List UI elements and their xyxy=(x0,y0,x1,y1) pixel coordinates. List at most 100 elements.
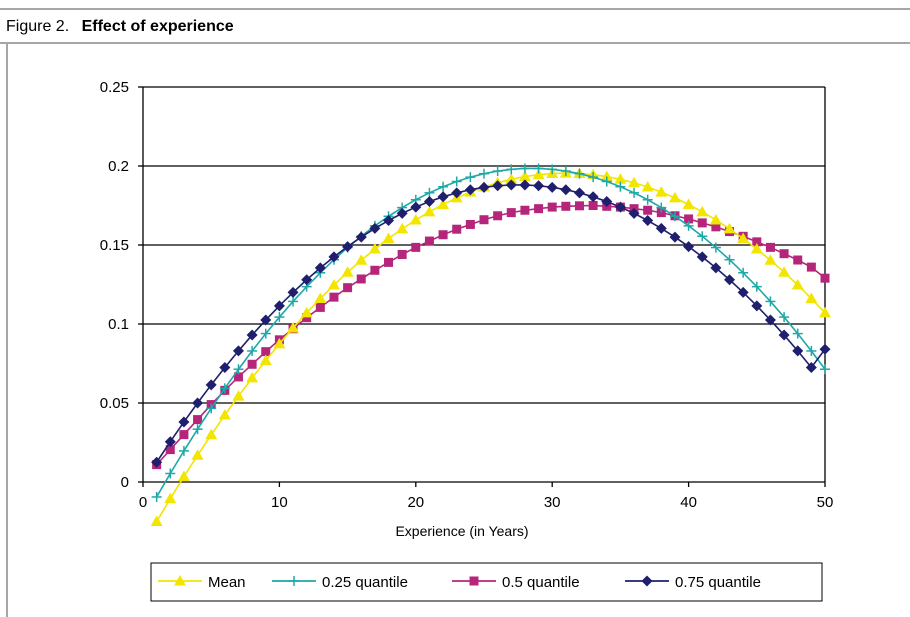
data-point xyxy=(820,273,830,283)
data-point xyxy=(273,337,286,349)
y-tick-label: 0.1 xyxy=(108,316,129,333)
data-point xyxy=(179,430,189,440)
data-point xyxy=(164,436,176,448)
data-point xyxy=(518,170,531,182)
figure-heading: Figure 2. Effect of experience xyxy=(6,18,234,36)
legend-box xyxy=(150,562,823,602)
data-point xyxy=(710,262,722,274)
data-point xyxy=(465,172,476,183)
plot-area xyxy=(143,87,825,482)
x-tick-label: 20 xyxy=(407,494,424,511)
data-point xyxy=(546,181,558,193)
tick-labels: 0 10 20 30 40 50 0 0.05 0.1 0.15 0.2 0.25 xyxy=(100,79,834,511)
legend-label: Mean xyxy=(208,574,246,591)
data-point xyxy=(150,515,163,526)
data-point xyxy=(778,266,791,277)
data-point xyxy=(819,306,831,318)
data-point xyxy=(560,184,572,196)
data-point xyxy=(178,445,189,456)
data-point xyxy=(178,416,190,428)
data-point xyxy=(177,470,190,482)
data-point xyxy=(765,296,776,307)
y-tick-label: 0.2 xyxy=(108,158,129,175)
data-point xyxy=(519,179,531,191)
data-point xyxy=(260,314,272,326)
data-point xyxy=(792,328,803,339)
legend: Mean 0.25 quantile 0.5 quantile 0.75 quanti… xyxy=(150,562,823,602)
data-point xyxy=(355,254,368,265)
data-point xyxy=(246,371,259,383)
data-point xyxy=(683,241,695,253)
data-point xyxy=(601,196,613,208)
data-point xyxy=(479,215,489,225)
data-point xyxy=(684,214,694,224)
data-point xyxy=(547,164,558,175)
y-tick-label: 0.25 xyxy=(100,79,129,96)
data-point xyxy=(206,403,217,414)
data-point xyxy=(314,292,327,304)
data-point xyxy=(574,201,584,211)
legend-label: 0.75 quantile xyxy=(675,574,761,591)
data-point xyxy=(805,292,818,304)
legend-marker xyxy=(174,575,186,586)
frame-top-border xyxy=(0,8,910,10)
legend-entry: 0.75 quantile xyxy=(625,574,761,591)
data-point xyxy=(710,242,721,253)
data-point xyxy=(791,278,804,290)
data-point xyxy=(287,286,299,298)
data-point xyxy=(723,222,736,234)
data-point xyxy=(547,202,557,212)
data-point xyxy=(696,251,708,263)
series-4 xyxy=(151,179,831,468)
data-point xyxy=(520,205,530,215)
grid-lines xyxy=(143,86,825,404)
data-point xyxy=(779,312,790,323)
data-point xyxy=(301,274,313,286)
data-point xyxy=(519,163,530,174)
data-point xyxy=(479,168,489,179)
data-point xyxy=(356,274,366,284)
data-point xyxy=(532,168,545,180)
data-point xyxy=(329,292,339,302)
data-point xyxy=(806,262,816,272)
data-point xyxy=(533,180,545,192)
data-point xyxy=(247,359,257,369)
data-point xyxy=(492,180,504,192)
data-point xyxy=(792,345,804,357)
data-point xyxy=(205,379,217,391)
data-point xyxy=(343,283,353,293)
data-point xyxy=(478,181,490,193)
data-point xyxy=(232,390,245,401)
figure-title: Effect of experience xyxy=(81,18,234,35)
data-point xyxy=(778,329,790,341)
data-point xyxy=(697,231,708,242)
legend-marker xyxy=(469,576,479,586)
data-point xyxy=(274,312,285,323)
data-point xyxy=(192,397,204,409)
x-axis-label: Experience (in Years) xyxy=(395,523,528,539)
data-point xyxy=(709,213,722,225)
data-point xyxy=(369,222,381,234)
data-point xyxy=(642,215,654,227)
data-point xyxy=(600,170,613,182)
data-point xyxy=(396,207,408,219)
data-point xyxy=(656,202,667,213)
legend-entry: Mean xyxy=(158,574,246,591)
data-point xyxy=(233,364,244,375)
data-point xyxy=(682,198,695,209)
data-point xyxy=(219,361,231,373)
legend-marker xyxy=(289,576,299,586)
data-point xyxy=(437,198,450,209)
data-point xyxy=(232,345,244,357)
data-point xyxy=(533,163,544,174)
x-tick-label: 40 xyxy=(680,494,697,511)
data-point xyxy=(601,176,612,187)
y-tick-label: 0 xyxy=(121,474,129,491)
data-point xyxy=(409,213,422,225)
data-point xyxy=(315,302,325,312)
series-line xyxy=(155,167,826,498)
y-tick-label: 0.05 xyxy=(100,395,129,412)
data-point xyxy=(534,204,544,214)
data-point xyxy=(151,456,163,468)
data-point xyxy=(805,361,817,373)
